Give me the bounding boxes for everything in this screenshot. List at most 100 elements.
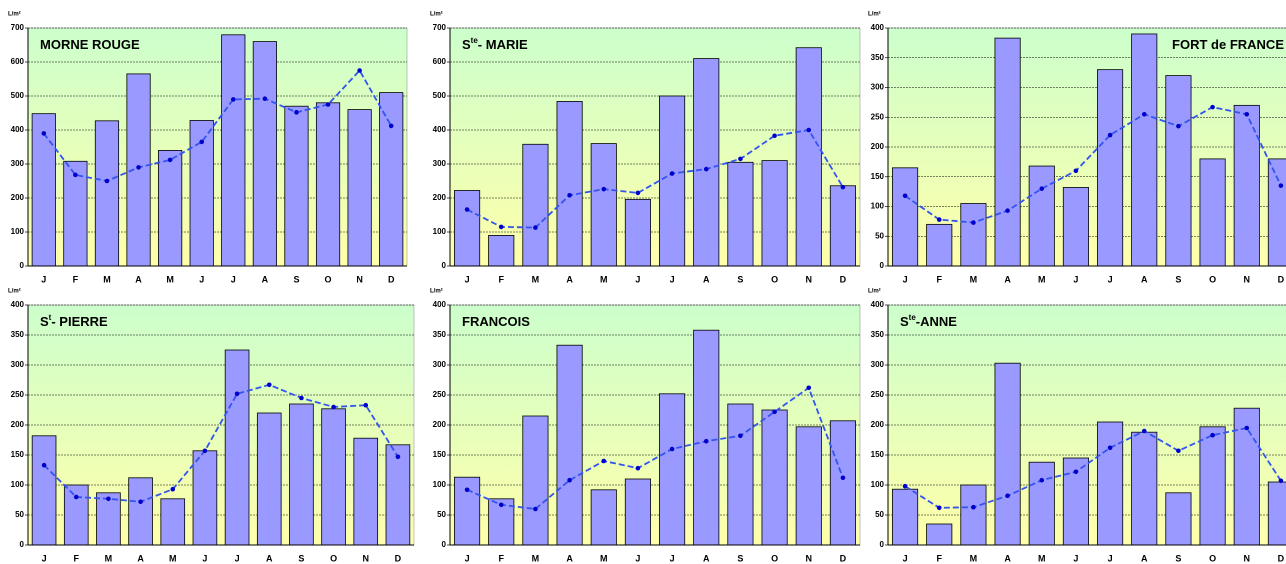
bar	[379, 92, 404, 267]
bar	[727, 161, 754, 267]
x-tick-label: D	[388, 274, 395, 284]
y-tick-label: 200	[871, 420, 885, 429]
bar	[693, 58, 720, 267]
line-point	[1073, 469, 1079, 475]
x-tick-label: J	[42, 553, 47, 563]
line-point	[1244, 425, 1250, 431]
x-tick-label: M	[105, 553, 113, 563]
bar	[315, 102, 341, 267]
x-tick-label: J	[41, 274, 46, 284]
title-superscript: t	[49, 313, 52, 322]
line-point	[266, 382, 272, 388]
x-tick-label: J	[670, 553, 675, 563]
bar	[1028, 165, 1055, 267]
bar	[321, 408, 346, 546]
line-point	[1005, 208, 1010, 213]
y-tick-label: 400	[11, 300, 25, 309]
line-point	[601, 186, 607, 192]
x-tick-label: M	[1038, 553, 1046, 563]
x-tick-label: A	[137, 553, 144, 563]
y-tick-label: 0	[442, 540, 447, 549]
bar	[454, 190, 481, 267]
bar	[256, 412, 282, 546]
bar	[1267, 158, 1286, 267]
bar	[829, 420, 856, 546]
y-tick-label: 400	[11, 125, 25, 134]
chart-panel: L/m² 0 50 100 150 200 250 300 350 400 J F M A M J J A S O N D…	[868, 288, 1286, 563]
x-tick-label: N	[806, 274, 813, 284]
bar	[926, 223, 953, 267]
line-point	[971, 504, 976, 510]
bar	[795, 47, 822, 267]
line-point	[299, 395, 304, 401]
line-point	[703, 166, 709, 172]
y-tick-label: 400	[871, 300, 885, 309]
x-tick-label: J	[903, 274, 908, 284]
title-part: - MARIE	[478, 37, 528, 52]
bar	[252, 41, 277, 267]
line-point	[1141, 111, 1147, 117]
line-point	[1176, 123, 1181, 129]
x-tick-label: D	[840, 553, 847, 563]
line-point	[902, 193, 908, 199]
line-point	[498, 502, 504, 508]
y-tick-label: 500	[433, 91, 447, 100]
line-point	[1278, 183, 1284, 188]
y-axis-label: L/m²	[430, 11, 443, 18]
x-tick-label: M	[970, 274, 978, 284]
line-point	[772, 409, 777, 415]
chart-title: MORNE ROUGE	[40, 37, 140, 52]
bar	[761, 160, 788, 267]
y-tick-label: 100	[433, 227, 447, 236]
line-point	[199, 139, 205, 145]
x-tick-label: D	[1278, 274, 1285, 284]
y-tick-label: 500	[11, 91, 25, 100]
y-tick-label: 100	[433, 480, 447, 489]
line	[904, 106, 1282, 224]
line-point	[840, 184, 846, 190]
x-tick-label: M	[532, 553, 540, 563]
line-point	[167, 157, 173, 163]
x-tick-label: A	[262, 274, 269, 284]
chart-title: FRANCOIS	[462, 314, 530, 329]
y-tick-label: 100	[11, 227, 25, 236]
line-point	[1210, 432, 1215, 438]
bar	[1028, 461, 1055, 546]
x-tick-label: N	[1244, 274, 1251, 284]
bar	[1267, 481, 1286, 546]
x-tick-label: A	[566, 274, 573, 284]
line-point	[567, 477, 572, 483]
line-point	[1005, 493, 1010, 499]
x-tick-label: A	[1141, 553, 1148, 563]
x-tick-label: J	[903, 553, 908, 563]
x-tick-label: F	[937, 274, 943, 284]
bar	[1233, 407, 1260, 546]
x-tick-label: M	[1038, 274, 1046, 284]
bar	[1097, 421, 1124, 546]
line-point	[234, 391, 240, 397]
x-tick-label: S	[1175, 553, 1181, 563]
y-tick-label: 250	[11, 390, 25, 399]
line-point	[106, 496, 111, 502]
x-tick-label: J	[635, 274, 640, 284]
line-point	[1141, 428, 1147, 434]
x-tick-label: A	[1004, 553, 1011, 563]
line-point	[533, 225, 538, 230]
line-point	[738, 156, 743, 162]
line-point	[1107, 445, 1113, 451]
bar	[31, 435, 57, 546]
bar	[1131, 431, 1158, 546]
bar	[192, 450, 218, 546]
x-tick-label: M	[103, 274, 111, 284]
line-point	[230, 97, 236, 102]
x-tick-label: N	[1244, 553, 1251, 563]
x-tick-label: A	[135, 274, 142, 284]
line-point	[464, 207, 470, 212]
line-point	[936, 505, 942, 511]
y-tick-label: 250	[871, 390, 885, 399]
bar	[1233, 104, 1260, 267]
bar	[624, 478, 651, 546]
bar	[960, 484, 987, 546]
y-tick-label: 200	[11, 193, 25, 202]
y-tick-label: 300	[871, 360, 885, 369]
